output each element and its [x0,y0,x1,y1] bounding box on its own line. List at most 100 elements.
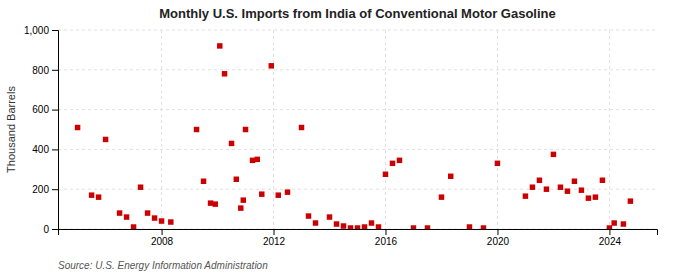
tick-mark [52,229,58,230]
point [593,194,598,199]
point [362,224,367,229]
tick: 0 [43,224,58,235]
point [369,220,374,225]
point [481,225,486,229]
axis-line [52,31,59,230]
point [495,161,500,166]
tick: 1,000 [24,25,58,36]
tick-mark [52,149,58,150]
point [530,184,535,189]
point [397,158,402,163]
point [383,172,388,177]
point [341,223,346,228]
y-axis-title: Thousand Barrels [5,86,17,173]
tick-mark [52,30,58,31]
tick: 800 [32,65,58,76]
tick: 2012 [263,229,286,247]
point [348,225,353,229]
tick: 2024 [599,229,622,247]
point [229,141,234,146]
tick-mark [52,189,58,190]
point [600,178,605,183]
points [75,43,633,229]
chart: 0 200 400 600 800 1,000 2008 2012 2016 2020 2024 Mo… [0,0,675,275]
tick-mark [385,229,386,235]
tick-label: 2016 [375,236,398,247]
point [222,71,227,76]
y-axis: 0 200 400 600 800 1,000 [24,25,59,235]
point [194,127,199,132]
tick-label: 800 [32,65,49,76]
grid-line [58,149,657,150]
point [411,225,416,229]
tick-label: 1,000 [24,25,49,36]
axis-line [59,230,658,236]
point [285,189,290,194]
point [611,220,616,225]
point [313,220,318,225]
point [250,158,255,163]
point [96,194,101,199]
point [355,225,360,229]
tick: 200 [32,184,58,195]
point [103,137,108,142]
point [544,186,549,191]
point [145,210,150,215]
grid-line [58,30,657,31]
tick-mark [52,110,58,111]
tick-mark [609,229,610,235]
point [124,214,129,219]
point [159,218,164,223]
point [425,225,430,229]
tick-label: 400 [32,144,49,155]
point [243,127,248,132]
x-axis: 2008 2012 2016 2020 2024 [59,229,658,247]
point [89,192,94,197]
point [334,221,339,226]
point [217,43,222,48]
point [131,224,136,229]
tick-label: 2012 [263,236,286,247]
point [208,200,213,205]
point [238,205,243,210]
point [565,188,570,193]
tick-label: 0 [43,224,49,235]
tick: 2016 [375,229,398,247]
point [376,224,381,229]
point [327,214,332,219]
tick: 2008 [151,229,174,247]
point [201,179,206,184]
tick-label: 600 [32,104,49,115]
point [439,194,444,199]
point [572,179,577,184]
point [390,161,395,166]
tick-label: 2024 [599,236,622,247]
point [276,192,281,197]
grid-line [161,30,162,229]
point [621,221,626,226]
point [586,195,591,200]
point [234,177,239,182]
annotation: Source: U.S. Energy Information Administ… [58,260,268,271]
tick-label: 200 [32,184,49,195]
point [448,174,453,179]
tick: 400 [32,144,58,155]
point [168,219,173,224]
point [306,213,311,218]
point [259,191,264,196]
title: Monthly U.S. Imports from India of Conve… [159,6,556,21]
grid-line [385,30,386,229]
grid-line [273,30,274,229]
point [523,193,528,198]
grid-line [58,69,657,70]
tick: 600 [32,104,58,115]
point [558,184,563,189]
point [269,63,274,68]
point [117,210,122,215]
grid-line [58,109,657,110]
tick: 2020 [487,229,510,247]
point [138,184,143,189]
grid-line [497,30,498,229]
point [255,157,260,162]
point [75,125,80,130]
